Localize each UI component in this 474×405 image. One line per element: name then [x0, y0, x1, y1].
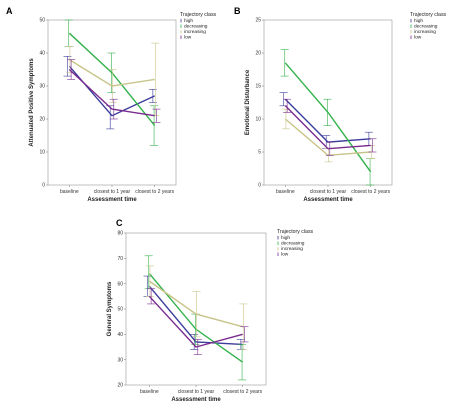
- legend-item: low: [184, 35, 192, 41]
- y-tick-label: 30: [117, 357, 123, 363]
- legend: Trajectory classhighdecreasingincreasing…: [277, 229, 314, 258]
- y-axis-label: Emotional Disturbance: [245, 69, 251, 135]
- y-axis-label: General Symptoms: [107, 281, 113, 336]
- y-tick-label: 40: [39, 51, 45, 57]
- series-line: [148, 280, 243, 328]
- x-tick-label: closest to 1 year: [178, 389, 215, 395]
- series-line: [68, 32, 156, 127]
- legend-item: decreasing: [184, 24, 208, 30]
- y-tick-label: 80: [117, 231, 123, 237]
- legend-title: Trajectory class: [277, 229, 314, 235]
- x-axis-label: Assessment time: [171, 397, 221, 403]
- y-tick-label: 25: [255, 18, 261, 24]
- series-line: [148, 285, 243, 346]
- x-axis-label: Assessment time: [303, 197, 353, 203]
- series-line: [68, 68, 155, 117]
- legend-item: high: [281, 235, 290, 241]
- legend-item: decreasing: [414, 24, 438, 30]
- panel-c: C 20 30 40 50 60 70 80 baseline closest to 1 year…: [107, 218, 314, 403]
- y-tick-label: 40: [117, 332, 123, 338]
- legend: Trajectory classhighdecreasingincreasing…: [180, 12, 217, 41]
- x-tick-label: closest to 1 year: [94, 189, 131, 195]
- legend-item: increasing: [281, 246, 303, 252]
- y-tick-label: 15: [255, 84, 261, 90]
- legend-item: increasing: [184, 29, 206, 35]
- x-tick-label: baseline: [60, 189, 79, 195]
- x-tick-label: closest to 2 years: [135, 189, 174, 195]
- y-tick-label: 10: [255, 117, 261, 123]
- series-line: [284, 62, 372, 173]
- y-tick-label: 70: [117, 256, 123, 262]
- legend-item: low: [281, 252, 289, 258]
- legend-item: high: [414, 18, 423, 24]
- y-tick-label: 20: [117, 383, 123, 389]
- panel-label: A: [6, 6, 13, 16]
- x-axis-label: Assessment time: [87, 197, 137, 203]
- plot-frame: [263, 19, 393, 186]
- y-tick-label: 50: [39, 18, 45, 24]
- legend: Trajectory classhighdecreasingincreasing…: [410, 12, 447, 41]
- series-low: [283, 98, 377, 156]
- panel-b: B 0 5 10 15 20 25 baseline closest to 1 year clos…: [234, 6, 447, 203]
- y-tick-label: 5: [258, 150, 261, 156]
- legend-item: low: [414, 35, 422, 41]
- series-line: [284, 105, 371, 150]
- y-tick-label: 20: [39, 117, 45, 123]
- y-tick-label: 0: [258, 183, 261, 189]
- x-tick-label: closest to 1 year: [310, 189, 347, 195]
- legend-title: Trajectory class: [180, 12, 217, 18]
- legend-item: increasing: [414, 29, 436, 35]
- y-tick-label: 30: [39, 84, 45, 90]
- y-axis-label: Attenuated Positive Symptoms: [29, 58, 35, 147]
- series-low: [67, 59, 161, 123]
- series-increasing: [65, 42, 160, 116]
- legend-item: decreasing: [281, 241, 305, 247]
- panel-label: B: [234, 6, 241, 16]
- plot-frame: [125, 232, 267, 386]
- x-tick-label: closest to 2 years: [351, 189, 390, 195]
- y-tick-label: 10: [39, 150, 45, 156]
- legend-item: high: [184, 18, 193, 24]
- panel-label: C: [116, 218, 123, 228]
- x-tick-label: closest to 2 years: [223, 389, 262, 395]
- y-tick-label: 0: [42, 183, 45, 189]
- y-tick-label: 50: [117, 307, 123, 313]
- panel-a: A 0 10 20 30 40 50 baseline closest to 1 year clo…: [6, 6, 217, 203]
- series-low: [147, 288, 249, 355]
- y-tick-label: 60: [117, 281, 123, 287]
- legend-title: Trajectory class: [410, 12, 447, 18]
- series-line: [68, 59, 155, 87]
- series-line: [148, 295, 243, 348]
- x-tick-label: baseline: [140, 389, 159, 395]
- y-tick-label: 20: [255, 51, 261, 57]
- x-tick-label: baseline: [276, 189, 295, 195]
